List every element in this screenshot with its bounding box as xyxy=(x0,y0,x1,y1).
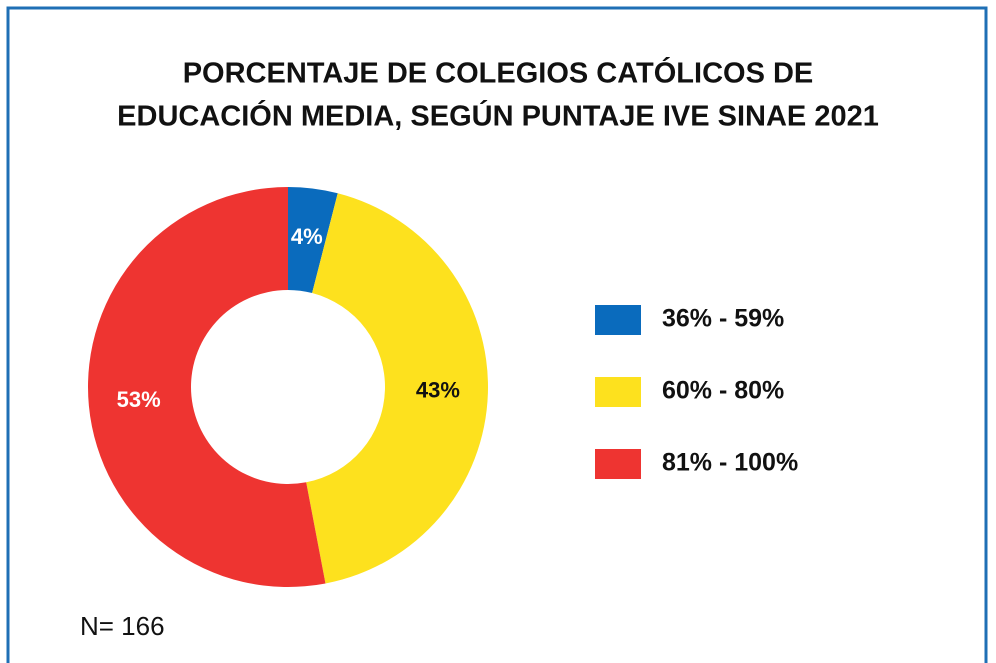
chart-title: EDUCACIÓN MEDIA, SEGÚN PUNTAJE IVE SINAE… xyxy=(117,99,879,133)
legend-label: 36% - 59% xyxy=(662,305,784,333)
legend-swatch xyxy=(595,377,641,407)
legend-swatch xyxy=(595,449,641,479)
legend-label: 81% - 100% xyxy=(662,449,798,477)
value-label: 4% xyxy=(291,224,323,249)
donut-slice xyxy=(87,187,326,587)
chart-title: PORCENTAJE DE COLEGIOS CATÓLICOS DE xyxy=(183,56,814,90)
value-label: 53% xyxy=(117,387,161,412)
value-label: 43% xyxy=(416,378,460,403)
donut-slice xyxy=(288,187,338,294)
donut-slice xyxy=(306,193,488,584)
note: N= 166 xyxy=(80,611,165,641)
legend-label: 60% - 80% xyxy=(662,377,784,405)
legend-swatch xyxy=(595,305,641,335)
